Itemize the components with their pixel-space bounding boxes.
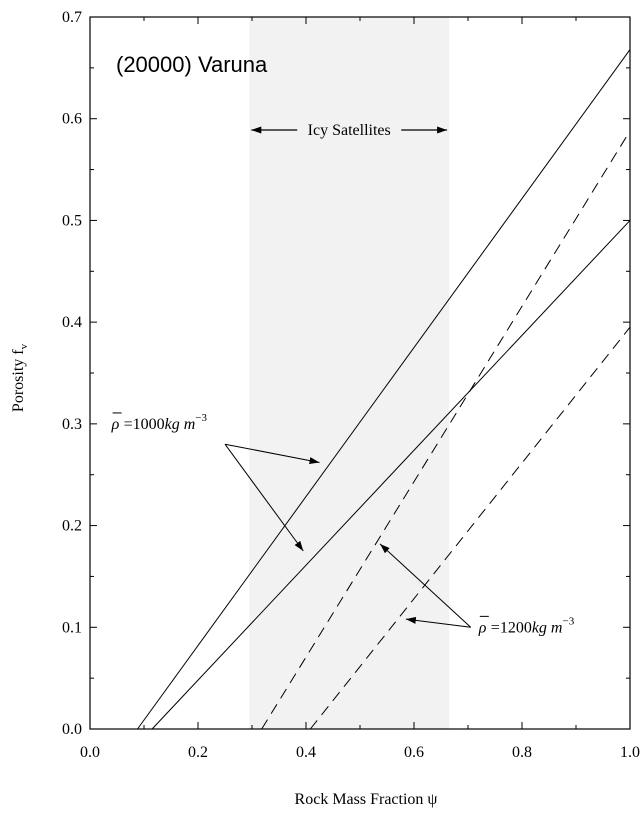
y-tick-label: 0.5 xyxy=(62,212,82,229)
x-tick-label: 0.6 xyxy=(404,744,424,761)
density-symbol: ρ xyxy=(478,619,487,636)
series-line-1 xyxy=(137,49,631,730)
region-label: Icy Satellites xyxy=(308,122,391,139)
y-axis-label-subscript: v xyxy=(18,343,30,349)
tick-layer: 0.0 0.2 0.4 0.6 0.8 1.0 0.0 0.1 0.2 0.3 0.4 0.5 0.6 0… xyxy=(62,9,640,761)
series-layer xyxy=(137,49,631,730)
annotation-layer: ρ =1000kg m−3ρ =1200kg m−3 xyxy=(111,412,575,636)
svg-text:Porosity fv: Porosity fv xyxy=(10,343,30,412)
x-tick-label: 0.0 xyxy=(80,744,100,761)
series-line-3 xyxy=(261,130,631,730)
annotation-arrow xyxy=(224,443,304,552)
y-axis-label: Porosity fv xyxy=(10,343,30,412)
y-tick-label: 0.6 xyxy=(62,111,82,128)
chart-title: (20000) Varuna xyxy=(116,52,268,77)
density-label: =1200kg m−3 xyxy=(491,615,575,636)
y-tick-label: 0.4 xyxy=(62,314,82,331)
y-tick-label: 0.3 xyxy=(62,416,82,433)
density-annotation-1: ρ =1000kg m−3 xyxy=(111,412,320,552)
annotation-arrow xyxy=(379,543,472,628)
x-tick-label: 0.4 xyxy=(296,744,316,761)
x-tick-label: 1.0 xyxy=(620,744,640,761)
x-tick-label: 0.8 xyxy=(512,744,532,761)
y-tick-label: 0.0 xyxy=(62,721,82,738)
region-layer: Icy Satellites xyxy=(249,17,450,729)
icy-satellites-region xyxy=(249,17,450,729)
y-tick-label: 0.2 xyxy=(62,518,82,535)
y-tick-label: 0.7 xyxy=(62,9,82,26)
x-axis-label: Rock Mass Fraction ψ xyxy=(295,791,438,808)
y-tick-label: 0.1 xyxy=(62,619,82,636)
x-tick-label: 0.2 xyxy=(188,744,208,761)
annotation-arrow xyxy=(405,616,471,628)
density-label: =1000kg m−3 xyxy=(124,412,208,433)
series-line-4 xyxy=(309,326,631,730)
y-axis-label-main: Porosity f xyxy=(10,349,27,412)
density-annotation-2: ρ =1200kg m−3 xyxy=(379,543,575,636)
series-line-2 xyxy=(151,220,631,730)
density-symbol: ρ xyxy=(111,416,120,433)
annotation-arrow xyxy=(224,443,320,465)
